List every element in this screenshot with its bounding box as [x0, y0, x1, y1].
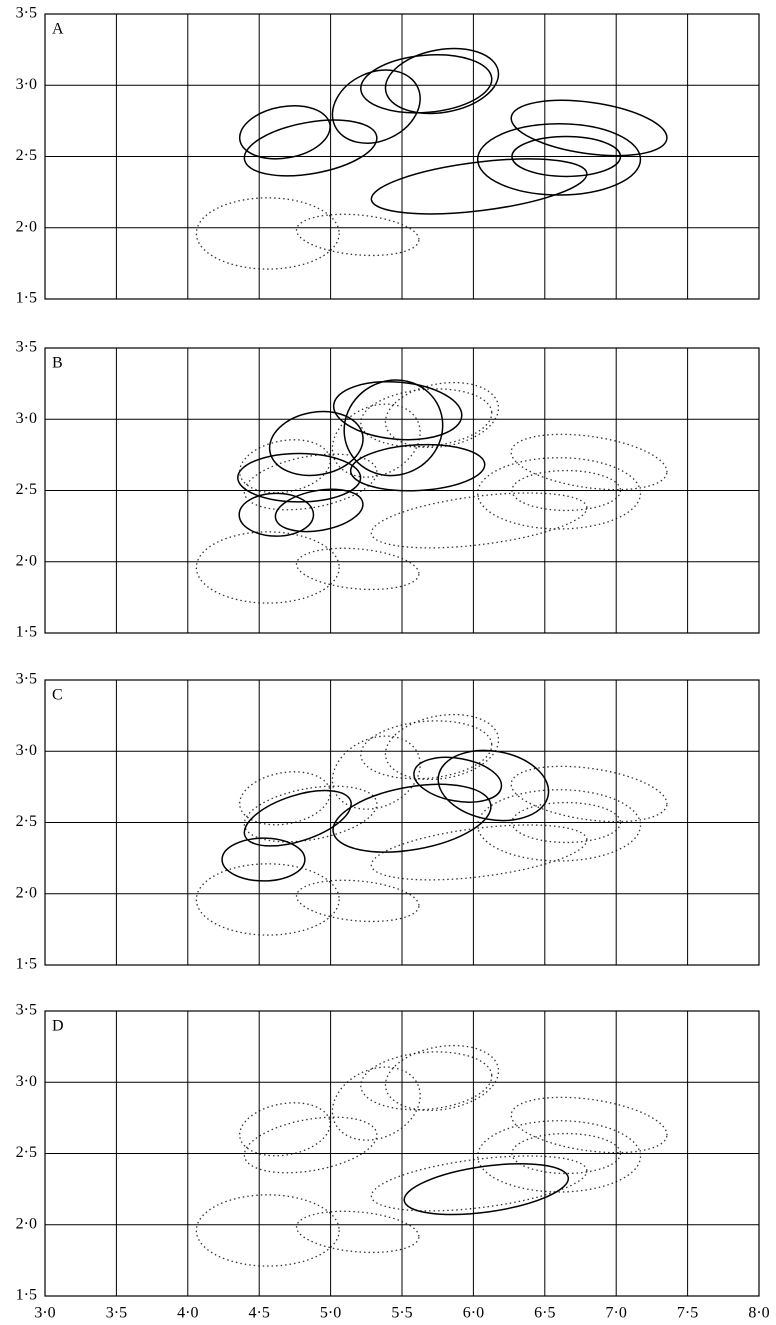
dotted-ellipse: [511, 801, 622, 844]
y-tick-label: 1·5: [16, 956, 37, 973]
dotted-ellipse: [239, 439, 331, 494]
y-tick-label: 2·0: [16, 1215, 37, 1232]
dotted-ellipse: [370, 1155, 588, 1212]
x-tick-label: 4·5: [249, 1305, 270, 1322]
ellipse: [243, 119, 378, 177]
y-tick-label: 2·5: [16, 481, 37, 498]
x-tick-label: 5·0: [320, 1305, 341, 1322]
y-tick-label: 2·5: [16, 813, 37, 830]
panel-label: C: [52, 687, 63, 704]
ellipse: [360, 54, 493, 114]
y-tick-label: 1·5: [16, 624, 37, 641]
y-tick-label: 3·0: [16, 76, 37, 93]
dotted-ellipse: [511, 469, 622, 512]
plot-frame: [44, 347, 760, 634]
ellipse: [510, 99, 668, 157]
ellipse: [237, 452, 362, 503]
y-tick-label: 3·5: [16, 339, 37, 356]
dotted-ellipse: [360, 1051, 493, 1111]
dotted-ellipse: [239, 1102, 331, 1157]
dotted-ellipse: [331, 735, 421, 810]
x-tick-label: 7·0: [606, 1305, 627, 1322]
panel-label: A: [52, 21, 64, 38]
y-tick-label: 2·0: [16, 884, 37, 901]
dotted-ellipse: [295, 879, 420, 923]
ellipse: [476, 122, 642, 196]
y-tick-label: 2·0: [16, 552, 37, 569]
x-tick-label: 5·5: [391, 1305, 412, 1322]
ellipse: [274, 488, 364, 533]
ellipse: [243, 789, 352, 847]
y-tick-label: 3·5: [16, 1002, 37, 1019]
dotted-ellipse: [195, 863, 340, 936]
dotted-ellipse: [384, 713, 500, 781]
dotted-ellipse: [295, 1210, 420, 1254]
ellipse: [238, 492, 315, 537]
ellipse: [349, 443, 486, 492]
ellipse: [331, 69, 421, 144]
dotted-ellipse: [195, 531, 340, 604]
y-tick-label: 2·5: [16, 147, 37, 164]
ellipse: [332, 381, 463, 441]
y-tick-label: 3·0: [16, 742, 37, 759]
dotted-ellipse: [360, 388, 493, 448]
x-tick-label: 7·5: [677, 1305, 698, 1322]
dotted-ellipse: [331, 1066, 421, 1141]
y-tick-label: 3·0: [16, 410, 37, 427]
dotted-ellipse: [195, 1194, 340, 1267]
x-tick-label: 6·0: [463, 1305, 484, 1322]
dotted-ellipse: [384, 381, 500, 449]
dotted-ellipse: [510, 433, 668, 491]
dotted-ellipse: [295, 213, 420, 257]
ellipse: [437, 749, 550, 822]
dotted-ellipse: [243, 453, 378, 511]
panel-label: B: [52, 355, 63, 372]
dotted-ellipse: [477, 789, 642, 862]
dotted-ellipse: [243, 1116, 378, 1174]
dotted-ellipse: [384, 1044, 500, 1112]
ellipse: [413, 756, 503, 803]
y-tick-label: 2·0: [16, 218, 37, 235]
dotted-ellipse: [510, 1096, 668, 1154]
dotted-ellipse: [295, 547, 420, 591]
y-tick-label: 1·5: [16, 1287, 37, 1304]
dotted-ellipse: [511, 1132, 622, 1175]
y-tick-label: 2·5: [16, 1144, 37, 1161]
y-tick-label: 3·5: [16, 671, 37, 688]
ellipse: [384, 47, 500, 115]
x-tick-label: 6·5: [534, 1305, 555, 1322]
dotted-ellipse: [243, 785, 378, 843]
dotted-ellipse: [510, 765, 668, 823]
x-tick-label: 3·5: [106, 1305, 127, 1322]
plot-frame: [44, 679, 760, 966]
y-tick-label: 1·5: [16, 290, 37, 307]
dotted-ellipse: [195, 197, 340, 270]
dotted-ellipse: [370, 492, 588, 549]
x-tick-label: 3·0: [34, 1305, 55, 1322]
y-tick-label: 3·5: [16, 5, 37, 22]
ellipse: [332, 783, 492, 853]
dotted-ellipse: [370, 824, 588, 881]
dotted-ellipse: [360, 720, 493, 780]
ellipse: [370, 158, 588, 215]
ellipse: [238, 105, 331, 160]
plot-frame: [44, 1010, 760, 1297]
dotted-ellipse: [477, 1120, 642, 1193]
dotted-ellipse: [477, 457, 642, 530]
ellipse: [221, 837, 306, 882]
x-tick-label: 8·0: [748, 1305, 769, 1322]
ellipse: [268, 410, 364, 477]
y-tick-label: 3·0: [16, 1073, 37, 1090]
ellipse: [403, 1163, 570, 1216]
plot-frame: [44, 13, 760, 300]
panel-label: D: [52, 1018, 64, 1035]
ellipse: [511, 135, 622, 178]
x-tick-label: 4·0: [177, 1305, 198, 1322]
ellipse: [343, 379, 444, 477]
